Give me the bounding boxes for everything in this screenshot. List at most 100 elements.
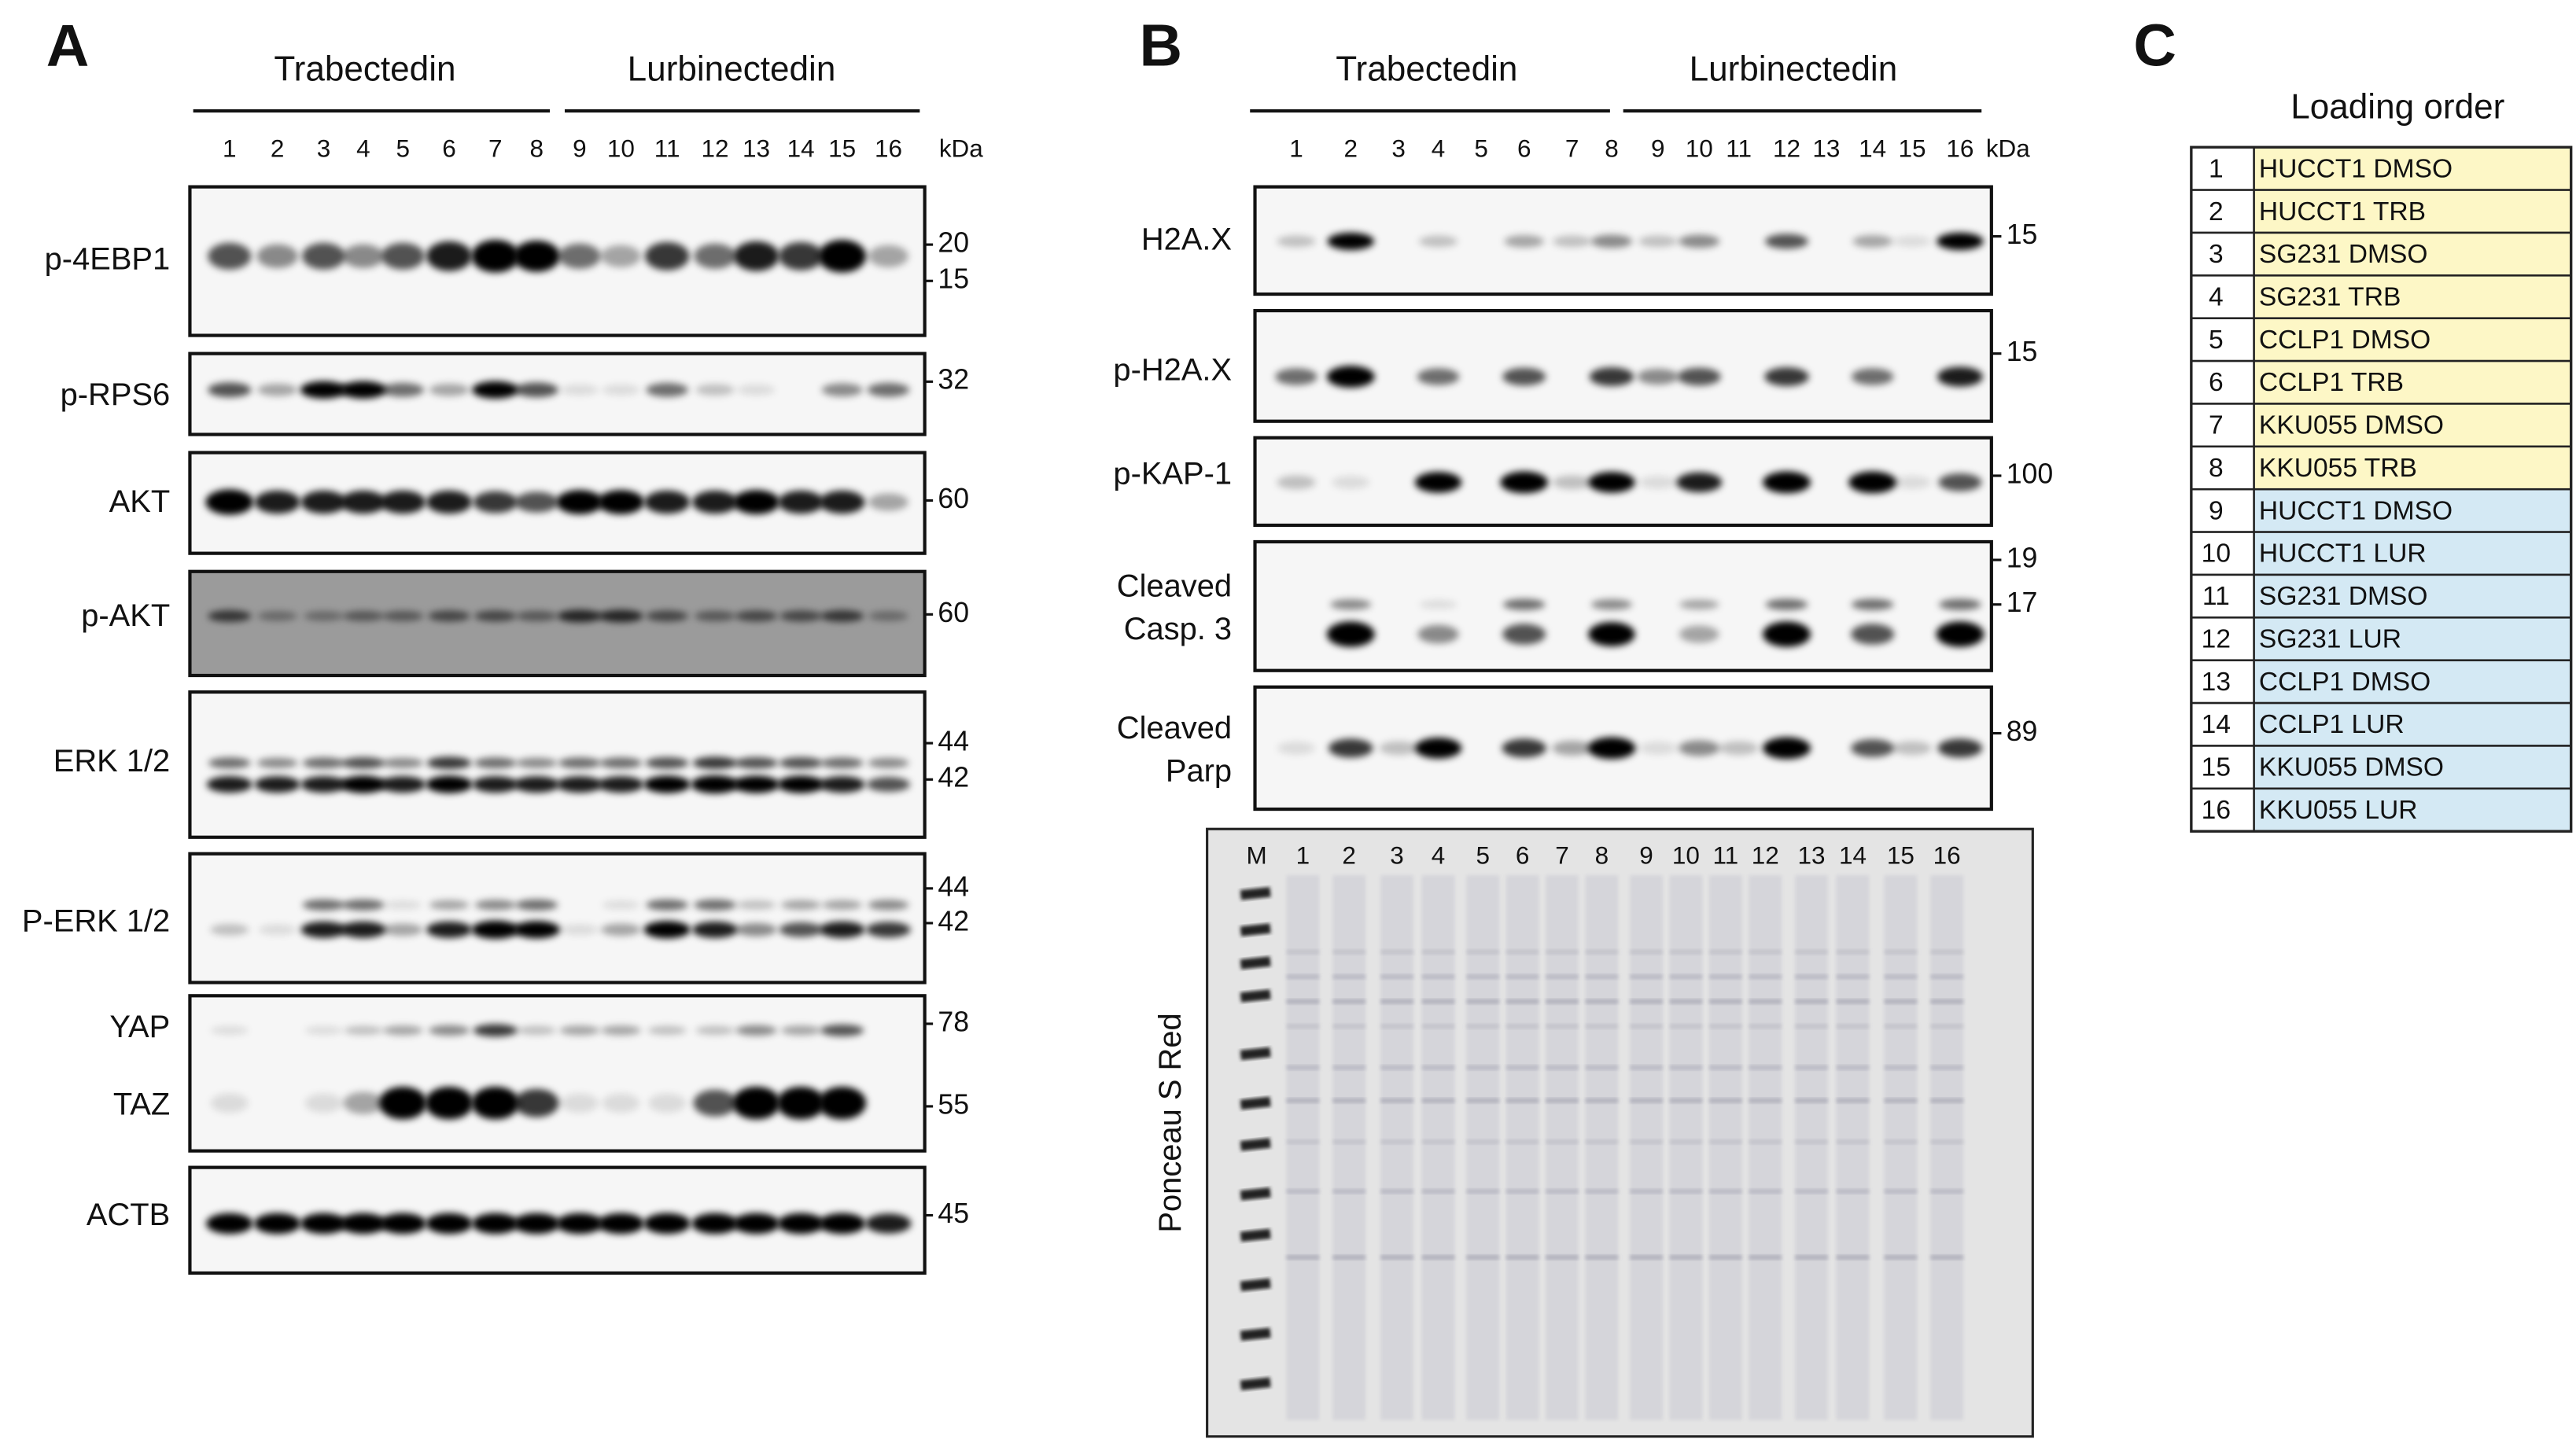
- gel-stripe: [1585, 1065, 1619, 1070]
- gel-stripe: [1930, 1023, 1964, 1029]
- band: [426, 775, 473, 793]
- band: [558, 243, 601, 269]
- row-sample: HUCCT1 DMSO: [2259, 496, 2453, 525]
- band: [735, 610, 778, 622]
- gel-stripe: [1749, 1065, 1782, 1070]
- gel-stripe: [1585, 949, 1619, 955]
- gel-stripe: [1669, 1254, 1703, 1260]
- band: [556, 490, 603, 515]
- gel-stripe: [1630, 1098, 1664, 1103]
- gel-stripe: [1380, 949, 1414, 955]
- gel-stripe: [1332, 1188, 1366, 1194]
- gel-lane-label: 16: [1933, 841, 1961, 869]
- band: [1502, 624, 1546, 645]
- band: [694, 899, 736, 911]
- gel-stripe: [1836, 1254, 1870, 1260]
- gel-stripe: [1930, 999, 1964, 1004]
- lane-number: 13: [743, 134, 770, 163]
- band: [380, 776, 426, 793]
- band: [1419, 600, 1458, 609]
- band: [1504, 235, 1545, 248]
- band: [340, 921, 386, 938]
- gel-stripe: [1546, 1139, 1579, 1145]
- band: [867, 382, 910, 397]
- gel-stripe: [1286, 1139, 1320, 1145]
- gel-stripe: [1749, 1254, 1782, 1260]
- marker-size: 15: [2007, 219, 2038, 250]
- band: [1676, 472, 1723, 492]
- band: [514, 1088, 559, 1117]
- gel-stripe: [1585, 1023, 1619, 1029]
- band: [428, 1025, 470, 1036]
- band: [821, 383, 863, 397]
- table-cell: [2253, 274, 2572, 319]
- band: [1852, 235, 1892, 248]
- lane-number: 11: [654, 134, 680, 163]
- gel-lane-label: 4: [1432, 841, 1446, 869]
- band: [206, 776, 252, 793]
- row-number: 1: [2209, 154, 2224, 183]
- protein-label: TAZ: [113, 1087, 170, 1121]
- marker-size: 17: [2007, 587, 2038, 618]
- band: [1719, 741, 1759, 756]
- gel-lane-label: 1: [1296, 841, 1310, 869]
- gel-stripe: [1505, 1098, 1539, 1103]
- marker-size: 32: [938, 364, 969, 396]
- band: [425, 1086, 474, 1120]
- band: [256, 244, 298, 268]
- band: [342, 610, 384, 622]
- blot-background: [190, 353, 925, 435]
- band: [558, 757, 601, 769]
- table-cell: [2253, 189, 2572, 234]
- gel-stripe: [1795, 1023, 1828, 1029]
- band: [598, 776, 644, 793]
- ladder-band: [1240, 1278, 1271, 1292]
- blot-frame: [188, 185, 927, 337]
- ladder-band: [1240, 1096, 1271, 1110]
- protein-label: p-KAP-1: [1113, 457, 1232, 491]
- band: [692, 921, 738, 938]
- band: [643, 921, 691, 939]
- band: [513, 1213, 560, 1235]
- lane-number: 13: [1812, 134, 1840, 163]
- band: [692, 490, 738, 514]
- panel-label: A: [46, 13, 90, 79]
- band: [304, 1025, 343, 1035]
- gel-stripe: [1286, 1254, 1320, 1260]
- lane-number: 15: [828, 134, 856, 163]
- gel-stripe: [1505, 1065, 1539, 1070]
- gel-stripe: [1795, 1188, 1828, 1194]
- table-cell: [2253, 445, 2572, 491]
- gel-stripe: [1421, 1023, 1455, 1029]
- band: [513, 921, 560, 939]
- lane-number: 8: [530, 134, 544, 163]
- band: [732, 1213, 780, 1235]
- blot-frame: [1253, 185, 1993, 296]
- band: [1851, 598, 1894, 610]
- band: [599, 757, 643, 769]
- band: [1553, 475, 1592, 490]
- row-sample: HUCCT1 TRB: [2259, 197, 2426, 226]
- band: [818, 239, 867, 273]
- band: [471, 920, 520, 939]
- gel-stripe: [1749, 1098, 1782, 1103]
- lane-number: 7: [1565, 134, 1579, 163]
- gel-stripe: [1466, 949, 1500, 955]
- panel-label: B: [1140, 13, 1183, 79]
- row-sample: SG231 DMSO: [2259, 582, 2428, 611]
- lane-number: 8: [1605, 134, 1619, 163]
- row-sample: CCLP1 TRB: [2259, 368, 2404, 397]
- panel-label: C: [2133, 13, 2176, 79]
- gel-stripe: [1630, 949, 1664, 955]
- gel-stripe: [1669, 999, 1703, 1004]
- gel-stripe: [1505, 974, 1539, 980]
- lane-number: 3: [317, 134, 331, 163]
- band: [382, 1025, 423, 1036]
- marker-size: 55: [938, 1088, 969, 1120]
- row-sample: CCLP1 DMSO: [2259, 326, 2430, 355]
- band: [1892, 741, 1932, 756]
- row-sample: CCLP1 LUR: [2259, 710, 2405, 739]
- band: [643, 1213, 691, 1235]
- marker-size: 42: [938, 905, 969, 937]
